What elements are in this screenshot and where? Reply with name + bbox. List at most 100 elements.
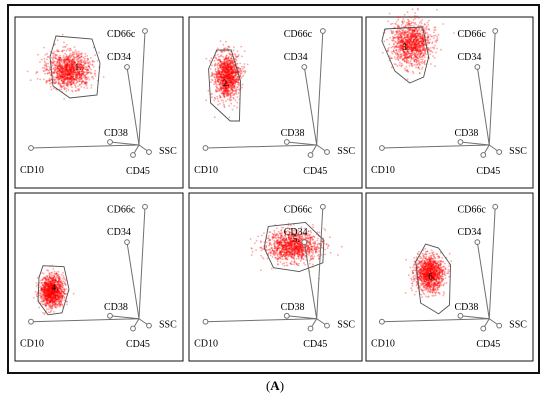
cell-point [75, 65, 78, 67]
cell-point [69, 73, 71, 76]
cell-point [92, 76, 94, 78]
cell-point [84, 66, 86, 68]
cell-point [68, 73, 71, 76]
cell-point [81, 68, 84, 70]
cell-point [82, 73, 85, 76]
cell-point [71, 73, 74, 76]
cell-point [52, 60, 55, 62]
cell-point [218, 67, 220, 70]
cell-point [77, 71, 80, 74]
cell-point [78, 80, 81, 83]
cell-point [71, 77, 73, 79]
cell-point [46, 302, 48, 305]
cell-point [60, 75, 63, 78]
cell-point [60, 67, 63, 70]
cell-point [426, 32, 429, 35]
cell-point [232, 49, 235, 52]
cell-point [224, 77, 227, 79]
cell-point [66, 58, 69, 60]
cell-point [211, 96, 213, 99]
cell-point [59, 67, 61, 70]
cell-point [67, 73, 70, 75]
cell-point [70, 59, 73, 62]
cell-point [65, 65, 67, 68]
cell-point [76, 77, 79, 80]
cell-point [411, 40, 413, 43]
cell-point [68, 79, 70, 82]
cell-point [74, 70, 77, 72]
cell-point [398, 41, 401, 43]
cell-point [66, 84, 69, 86]
cell-point [231, 60, 234, 63]
cd10-axis-label: CD10 [371, 165, 395, 176]
cell-point [39, 78, 42, 81]
cell-point [75, 66, 78, 69]
cell-point [67, 89, 70, 91]
cell-point [57, 83, 60, 86]
cell-point [76, 76, 79, 79]
cell-point [70, 84, 72, 87]
cell-point [71, 71, 74, 73]
cell-point [399, 16, 402, 18]
cell-point [60, 281, 63, 284]
cell-point [75, 51, 78, 54]
cell-point [53, 305, 56, 308]
cell-point [68, 64, 71, 67]
cell-point [82, 61, 85, 64]
cd45-axis-label: CD45 [126, 166, 150, 177]
cell-point [66, 71, 69, 74]
cell-point [58, 69, 61, 72]
cell-point [36, 277, 39, 279]
cell-point [66, 70, 69, 73]
cd45-axis-endpoint [307, 152, 314, 158]
cell-point [421, 58, 424, 61]
cell-point [50, 61, 53, 64]
cell-point [83, 74, 86, 77]
cell-point [78, 83, 81, 86]
cell-point [407, 61, 410, 64]
cell-point [57, 296, 59, 299]
cell-point [82, 72, 85, 74]
cell-point [88, 67, 91, 69]
cell-point [60, 72, 63, 75]
cell-point [403, 13, 406, 16]
cell-point [394, 40, 397, 43]
cell-point [225, 85, 228, 87]
cell-point [228, 69, 231, 71]
cell-point [80, 75, 82, 78]
cell-point [78, 50, 80, 53]
cell-point [60, 59, 63, 62]
cell-point [62, 65, 65, 67]
cell-point [72, 82, 75, 85]
cell-point [61, 76, 63, 79]
cd38-axis-line [109, 141, 140, 146]
cell-point [65, 73, 67, 76]
cell-point [73, 62, 76, 65]
cell-point [392, 39, 395, 42]
cell-point [431, 51, 434, 54]
cell-point [428, 29, 431, 31]
cell-point [52, 61, 55, 64]
cell-point [69, 67, 71, 70]
cell-point [62, 69, 65, 71]
cell-point [77, 65, 80, 67]
cell-point [75, 79, 78, 82]
cell-point [55, 57, 58, 60]
cell-point [231, 90, 234, 93]
cell-point [404, 38, 407, 41]
cell-point [65, 73, 68, 76]
cell-point [65, 55, 68, 58]
cell-point [75, 82, 78, 85]
cell-point [400, 24, 403, 26]
cell-point [63, 65, 66, 68]
cell-point [421, 54, 424, 57]
cell-point [414, 22, 417, 24]
cell-point [61, 76, 64, 78]
cell-point [399, 34, 402, 36]
cell-point [405, 57, 408, 60]
cell-point [56, 50, 59, 53]
cell-point [48, 290, 50, 292]
cell-point [388, 12, 391, 15]
cell-point [68, 60, 71, 63]
cell-point [61, 73, 64, 76]
